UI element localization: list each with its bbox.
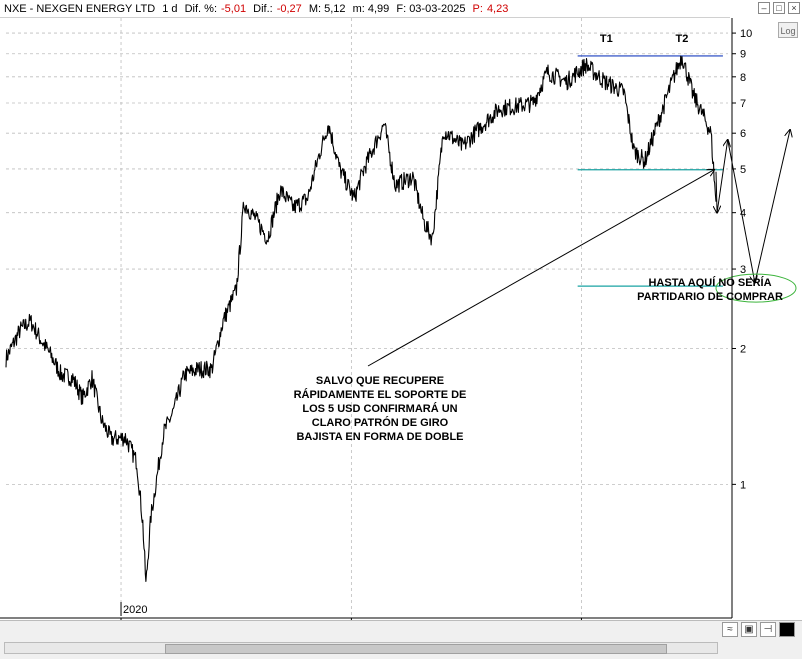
save-icon[interactable]: ▣	[741, 622, 757, 637]
y-tick-label: 2	[740, 344, 746, 356]
annotation-side-line: PARTIDARIO DE COMPRAR	[637, 291, 783, 303]
window-controls: – □ ×	[758, 2, 800, 14]
pct-change-value: -5,01	[221, 3, 247, 15]
annotation-main-line: BAJISTA EN FORMA DE DOBLE	[296, 431, 463, 443]
y-tick-label: 7	[740, 98, 746, 110]
pct-change-label: Dif. %:	[184, 3, 218, 15]
log-scale-button[interactable]: Log	[778, 22, 798, 38]
ticker-title: NXE - NEXGEN ENERGY LTD	[4, 3, 156, 15]
price-label: P:	[472, 3, 483, 15]
diff-label: Dif.:	[253, 3, 273, 15]
level-lines	[577, 55, 723, 287]
price-chart: T1 T2 1 2 3 4 5 6 7 8 9 10 2020202220242020 SALVO …	[0, 18, 797, 620]
pin-icon[interactable]: ⊣	[760, 622, 776, 637]
price-series-line	[5, 55, 717, 582]
chart-header: NXE - NEXGEN ENERGY LTD 1 d Dif. %: -5,01…	[0, 0, 730, 18]
y-tick-label: 5	[740, 164, 746, 176]
horizontal-scrollbar[interactable]	[4, 642, 718, 654]
annotation-main-line: RÁPIDAMENTE EL SOPORTE DE	[294, 388, 467, 401]
annotation-side-line: HASTA AQUÍ NO SERÍA	[648, 276, 771, 289]
projection-arrows	[716, 130, 790, 283]
y-tick-label: 8	[740, 72, 746, 84]
chart-grid	[6, 18, 728, 618]
marker-year-label: 2020	[123, 604, 147, 616]
buy-zone-ellipse	[715, 273, 797, 303]
color-square-icon[interactable]	[779, 622, 795, 637]
projection-segment	[754, 130, 790, 283]
period-label: 1 d	[162, 3, 178, 15]
y-axis: 1 2 3 4 5 6 7 8 9 10	[731, 18, 752, 618]
date-value: F: 03-03-2025	[396, 3, 466, 15]
wave-icon[interactable]: ≈	[722, 622, 738, 637]
close-icon[interactable]: ×	[788, 2, 800, 14]
peak-label: T2	[676, 33, 689, 45]
projection-segment	[716, 171, 717, 213]
chart-tool-buttons: ≈ ▣ ⊣	[722, 622, 795, 637]
peak-labels: T1 T2	[600, 33, 688, 45]
maximize-icon[interactable]: □	[773, 2, 785, 14]
annotation-arrow	[367, 170, 714, 367]
y-tick-label: 6	[740, 128, 746, 140]
x-axis: 2020202220242020	[0, 602, 732, 620]
scrollbar-thumb[interactable]	[165, 644, 667, 654]
min-value: m: 4,99	[352, 3, 390, 15]
y-tick-label: 10	[740, 28, 752, 40]
annotation-main-line: LOS 5 USD CONFIRMARÁ UN	[302, 402, 457, 415]
peak-label: T1	[600, 33, 613, 45]
y-tick-label: 4	[740, 208, 746, 220]
y-tick-label: 3	[740, 264, 746, 276]
minimize-icon[interactable]: –	[758, 2, 770, 14]
annotation-main-line: CLARO PATRÓN DE GIRO	[312, 416, 449, 429]
price-value: 4,23	[486, 3, 509, 15]
projection-segment	[716, 140, 728, 213]
annotation-main-line: SALVO QUE RECUPERE	[316, 375, 444, 387]
y-tick-label: 9	[740, 49, 746, 61]
y-tick-label: 1	[740, 479, 746, 491]
annotation-arrow-line	[367, 170, 714, 367]
max-value: M: 5,12	[308, 3, 346, 15]
diff-value: -0,27	[276, 3, 302, 15]
